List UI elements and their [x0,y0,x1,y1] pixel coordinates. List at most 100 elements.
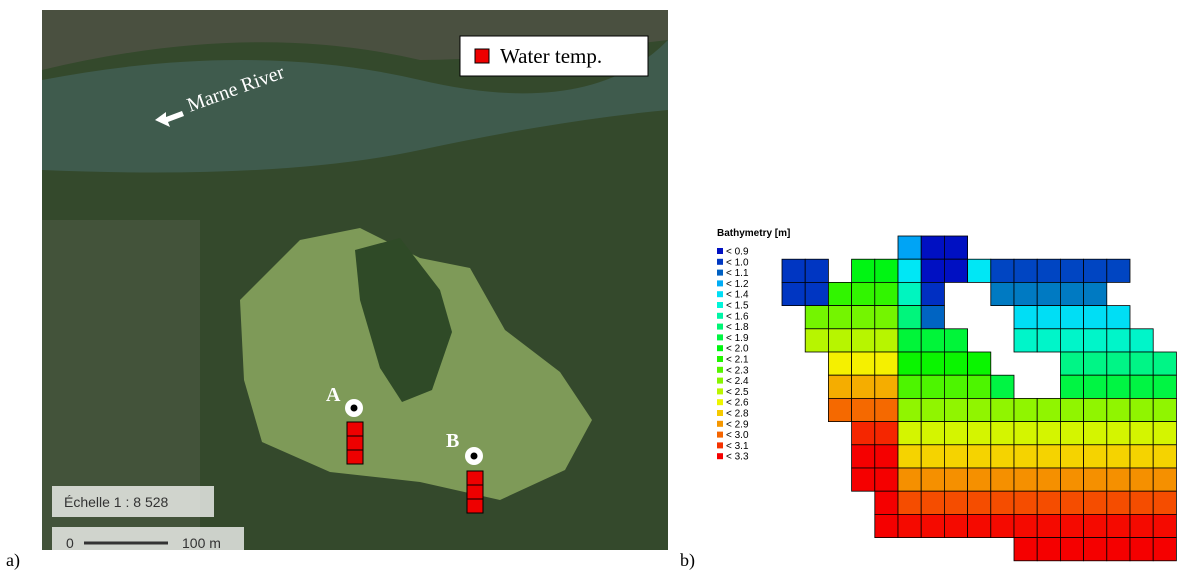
grid-cell [1129,374,1154,399]
grid-cell [1129,328,1154,353]
grid-cell [1083,467,1108,492]
grid-cell [851,351,876,376]
grid-cell [1013,514,1038,539]
legend-item: < 2.4 [726,376,749,387]
island [355,238,452,402]
legend-swatch [717,334,723,341]
legend-item: < 3.3 [726,452,749,463]
grid-cell [897,351,922,376]
grid-cell [874,258,899,283]
grid-cell [1152,374,1177,399]
grid-cell [1129,537,1154,562]
grid-cell [1036,421,1061,446]
grid-cell [1060,258,1085,283]
legend-swatch [717,420,723,427]
grid-cell [990,514,1015,539]
grid-cell [1060,444,1085,469]
grid-cell [920,351,945,376]
grid-cell [967,467,992,492]
grid-cell [1129,444,1154,469]
grid-cell [874,421,899,446]
grid-cell [1083,537,1108,562]
grid-cell [1060,397,1085,422]
grid-cell [920,305,945,330]
grid-cell [874,490,899,515]
grid-cell [781,281,806,306]
legend-item: < 1.9 [726,333,749,344]
grid-cell [1083,258,1108,283]
grid-cell [967,374,992,399]
grid-cell [1013,467,1038,492]
grid-cell [1106,444,1131,469]
grid-cell [1036,537,1061,562]
grid-cell [1129,421,1154,446]
grid-cell [874,281,899,306]
grid-cell [851,305,876,330]
grid-cell [851,281,876,306]
grid-cell [944,235,969,260]
grid-cell [1013,281,1038,306]
grid-cell [967,351,992,376]
grid-cell [1106,537,1131,562]
grid-cell [1036,305,1061,330]
grid-cell [1013,328,1038,353]
grid-cell [1152,467,1177,492]
legend-swatch [717,323,723,330]
grid-cell [1036,328,1061,353]
town [42,220,200,550]
bathymetry-grid [781,235,1177,562]
grid-cell [828,351,853,376]
legend-swatch [717,345,723,352]
grid-cell [897,305,922,330]
grid-cell [1036,467,1061,492]
grid-cell [897,281,922,306]
grid-cell [920,281,945,306]
grid-cell [804,281,829,306]
grid-cell [967,421,992,446]
grid-cell [828,305,853,330]
grid-cell [944,258,969,283]
legend-swatch [717,388,723,395]
grid-cell [851,421,876,446]
grid-cell [804,305,829,330]
grid-cell [897,328,922,353]
grid-cell [828,397,853,422]
station-marker [350,404,358,412]
grid-cell [897,235,922,260]
grid-cell [1060,374,1085,399]
grid-cell [920,444,945,469]
grid-cell [1013,421,1038,446]
grid-cell [1083,397,1108,422]
grid-cell [1129,351,1154,376]
grid-cell [1129,467,1154,492]
grid-cell [1036,514,1061,539]
legend-item: < 2.9 [726,419,749,430]
grid-cell [990,281,1015,306]
grid-cell [1060,514,1085,539]
grid-cell [1013,490,1038,515]
grid-cell [897,421,922,446]
grid-cell [804,258,829,283]
grid-cell [874,467,899,492]
bathymetry-legend: < 0.9< 1.0< 1.1< 1.2< 1.4< 1.5< 1.6< 1.8… [717,247,749,463]
grid-cell [1083,305,1108,330]
grid-cell [1060,490,1085,515]
grid-cell [874,444,899,469]
legend-item: < 1.0 [726,257,749,268]
legend-swatch [717,269,723,276]
grid-cell [1083,281,1108,306]
grid-cell [851,258,876,283]
grid-cell [967,258,992,283]
grid-cell [1106,374,1131,399]
sensor-chain [346,421,484,514]
grid-cell [944,397,969,422]
legend-item: < 1.8 [726,322,749,333]
grid-cell [828,328,853,353]
legend-title: Bathymetry [m] [717,228,790,239]
legend-swatch [717,248,723,254]
grid-cell [1083,421,1108,446]
grid-cell [874,305,899,330]
grid-cell [851,374,876,399]
grid-cell [1060,467,1085,492]
